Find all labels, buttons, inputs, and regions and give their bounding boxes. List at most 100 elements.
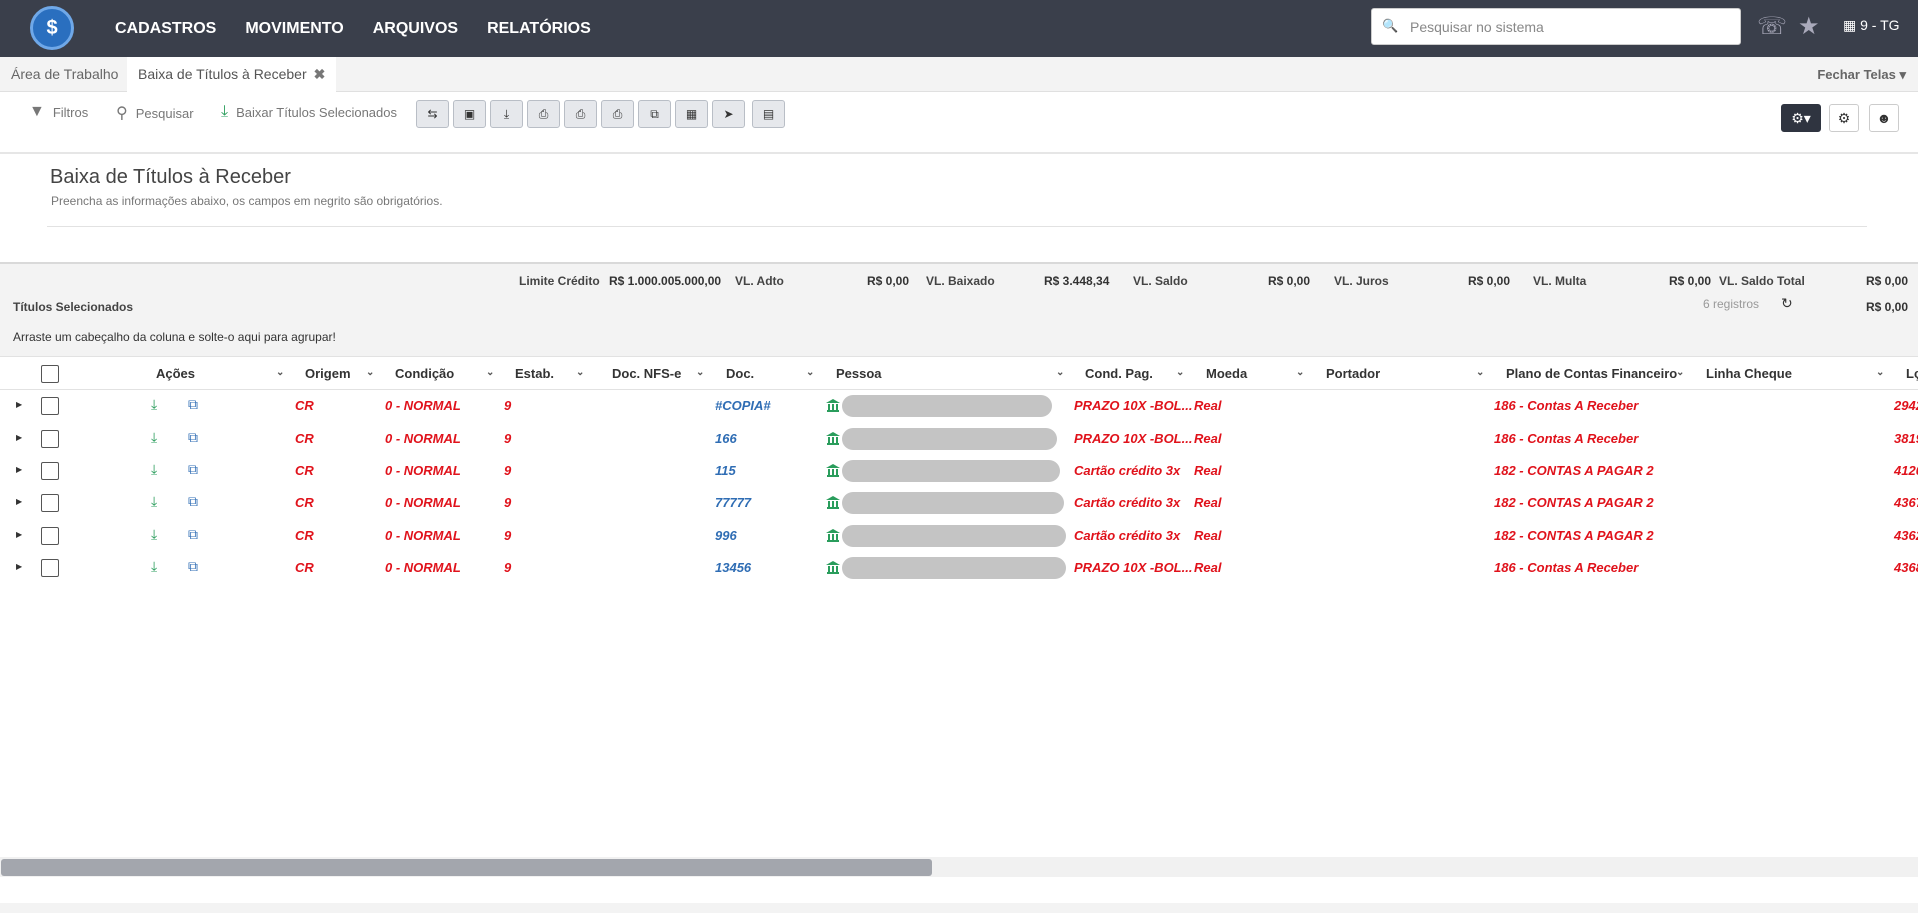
external-link-icon[interactable]: ⧉ [188, 558, 198, 574]
horizontal-scrollbar[interactable] [0, 857, 1918, 877]
col-cond-pag[interactable]: Cond. Pag. [1085, 366, 1153, 381]
chevron-down-icon[interactable]: ⌄ [696, 367, 705, 378]
table-row[interactable]: ▶ ⤓ ⧉ CR 0 - NORMAL 9 115 Cartão crédito 3x Real… [0, 455, 1918, 487]
expand-row-icon[interactable]: ▶ [16, 562, 23, 571]
col-acoes[interactable]: Ações [156, 366, 196, 381]
scrollbar-thumb[interactable] [1, 859, 932, 876]
external-link-icon[interactable]: ⧉ [188, 461, 198, 477]
chevron-down-icon[interactable]: ⌄ [1056, 367, 1065, 378]
cell-doc[interactable]: 996 [715, 528, 737, 543]
row-checkbox[interactable] [41, 527, 59, 545]
table-row[interactable]: ▶ ⤓ ⧉ CR 0 - NORMAL 9 77777 Cartão crédito 3x Re… [0, 487, 1918, 519]
baixar-titulos-button[interactable]: ⤓ Baixar Títulos Selecionados [221, 103, 397, 121]
calendar-button[interactable]: ▦ [675, 100, 708, 128]
download-icon[interactable]: ⤓ [151, 396, 158, 412]
refresh-icon[interactable]: ↻ [1781, 295, 1793, 311]
external-link-icon[interactable]: ⧉ [188, 429, 198, 445]
cash-button[interactable]: ▣ [453, 100, 486, 128]
chevron-down-icon[interactable]: ⌄ [1876, 367, 1885, 378]
row-checkbox[interactable] [41, 462, 59, 480]
chevron-down-icon[interactable]: ⌄ [486, 367, 495, 378]
table-row[interactable]: ▶ ⤓ ⧉ CR 0 - NORMAL 9 166 PRAZO 10X -BOL... Real… [0, 423, 1918, 455]
col-plano-contas[interactable]: Plano de Contas Financeiro [1506, 366, 1678, 381]
chart-button[interactable]: ▤ [752, 100, 785, 128]
cell-doc[interactable]: 77777 [715, 495, 752, 510]
cell-doc[interactable]: 115 [715, 463, 736, 478]
table-row[interactable]: ▶ ⤓ ⧉ CR 0 - NORMAL 9 #COPIA# PRAZO 10X -BOL...… [0, 390, 1918, 422]
app-logo[interactable]: $ [30, 6, 74, 50]
col-moeda[interactable]: Moeda [1206, 366, 1248, 381]
download-icon[interactable]: ⤓ [151, 461, 158, 477]
company-selector[interactable]: ▦ 9 - TG [1843, 17, 1900, 34]
expand-row-icon[interactable]: ▶ [16, 400, 23, 409]
cell-doc[interactable]: #COPIA# [715, 398, 771, 413]
chevron-down-icon[interactable]: ⌄ [576, 367, 585, 378]
group-panel[interactable]: Arraste um cabeçalho da coluna e solte-o… [0, 314, 1918, 356]
col-linha-cheque[interactable]: Linha Cheque [1706, 366, 1792, 381]
chevron-down-icon[interactable]: ⌄ [1676, 367, 1685, 378]
vl-juros-value: R$ 0,00 [1468, 274, 1511, 288]
tab-area-de-trabalho[interactable]: Área de Trabalho [0, 57, 129, 92]
external-link-icon[interactable]: ⧉ [188, 396, 198, 412]
external-link-icon[interactable]: ⧉ [188, 526, 198, 542]
cell-doc[interactable]: 13456 [715, 560, 752, 575]
vl-baixado-label: VL. Baixado [926, 274, 995, 288]
col-portador[interactable]: Portador [1326, 366, 1381, 381]
close-icon[interactable]: ✖ [313, 66, 326, 82]
col-doc[interactable]: Doc. [726, 366, 755, 381]
expand-row-icon[interactable]: ▶ [16, 497, 23, 506]
transfer-button[interactable]: ⇆ [416, 100, 449, 128]
chevron-down-icon[interactable]: ⌄ [1176, 367, 1185, 378]
redacted-pessoa [842, 557, 1066, 579]
chevron-down-icon[interactable]: ⌄ [806, 367, 815, 378]
row-checkbox[interactable] [41, 397, 59, 415]
chevron-down-icon[interactable]: ⌄ [366, 367, 375, 378]
cell-doc[interactable]: 166 [715, 431, 737, 446]
col-estab[interactable]: Estab. [515, 366, 555, 381]
user-button[interactable]: ☻ [1869, 104, 1899, 132]
row-checkbox[interactable] [41, 430, 59, 448]
cell-estab: 9 [504, 495, 512, 510]
settings-dropdown-button[interactable]: ⚙▾ [1781, 104, 1821, 132]
col-condicao[interactable]: Condição [395, 366, 455, 381]
menu-cadastros[interactable]: CADASTROS [115, 19, 217, 37]
download-icon[interactable]: ⤓ [151, 558, 158, 574]
whatsapp-icon[interactable]: ☏ [1757, 13, 1788, 40]
star-icon[interactable]: ★ [1798, 13, 1820, 40]
select-all-checkbox[interactable] [41, 365, 59, 383]
fechar-telas-button[interactable]: Fechar Telas ▾ [1817, 67, 1906, 82]
col-doc-nfse[interactable]: Doc. NFS-e [612, 366, 682, 381]
search-input[interactable] [1410, 9, 1730, 44]
table-row[interactable]: ▶ ⤓ ⧉ CR 0 - NORMAL 9 13456 PRAZO 10X -BOL... Re… [0, 552, 1918, 584]
expand-row-icon[interactable]: ▶ [16, 433, 23, 442]
download-button[interactable]: ⤓ [490, 100, 523, 128]
copy-button[interactable]: ⧉ [638, 100, 671, 128]
send-button[interactable]: ➤ [712, 100, 745, 128]
download-icon[interactable]: ⤓ [151, 493, 158, 509]
building-icon: ▦ [1843, 17, 1857, 33]
expand-row-icon[interactable]: ▶ [16, 465, 23, 474]
pesquisar-button[interactable]: ⚲ Pesquisar [116, 103, 194, 123]
print-button-3[interactable]: ⎙ [601, 100, 634, 128]
expand-row-icon[interactable]: ▶ [16, 530, 23, 539]
download-icon[interactable]: ⤓ [151, 429, 158, 445]
col-pessoa[interactable]: Pessoa [836, 366, 882, 381]
config-button[interactable]: ⚙ [1829, 104, 1859, 132]
row-checkbox[interactable] [41, 494, 59, 512]
col-lc[interactable]: Lç [1906, 366, 1918, 381]
menu-movimento[interactable]: MOVIMENTO [245, 19, 344, 37]
print-button-2[interactable]: ⎙ [564, 100, 597, 128]
chevron-down-icon[interactable]: ⌄ [1476, 367, 1485, 378]
menu-arquivos[interactable]: ARQUIVOS [372, 19, 459, 37]
chevron-down-icon[interactable]: ⌄ [276, 367, 285, 378]
external-link-icon[interactable]: ⧉ [188, 493, 198, 509]
chevron-down-icon[interactable]: ⌄ [1296, 367, 1305, 378]
col-origem[interactable]: Origem [305, 366, 351, 381]
filtros-button[interactable]: ▼ Filtros [29, 103, 88, 121]
menu-relatorios[interactable]: RELATÓRIOS [487, 19, 591, 37]
print-button-1[interactable]: ⎙ [527, 100, 560, 128]
row-checkbox[interactable] [41, 559, 59, 577]
download-icon[interactable]: ⤓ [151, 526, 158, 542]
table-row[interactable]: ▶ ⤓ ⧉ CR 0 - NORMAL 9 996 Cartão crédito 3x Real… [0, 520, 1918, 552]
tab-baixa-titulos-receber[interactable]: Baixa de Títulos à Receber ✖ [127, 57, 337, 92]
